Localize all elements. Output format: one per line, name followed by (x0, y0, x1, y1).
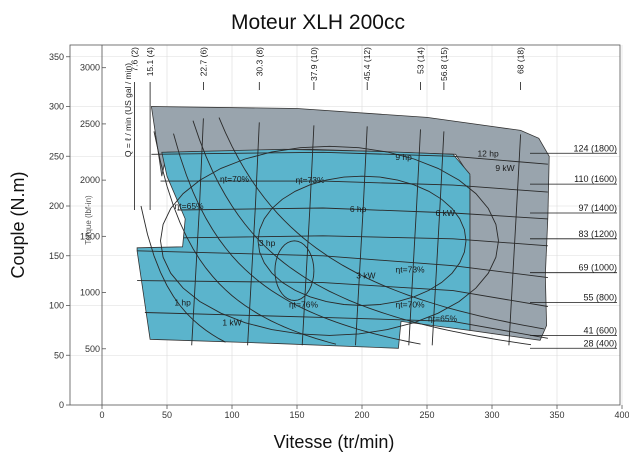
y-tick-label: 300 (49, 102, 64, 112)
y-tick-label: 0 (59, 400, 64, 410)
power-curve (218, 117, 545, 330)
power-label: 9 hp (395, 152, 412, 162)
efficiency-island-70 (160, 145, 499, 336)
inner-torque-ticks: 500 1000 1500 2000 2500 3000 (80, 63, 106, 354)
power-curve (173, 133, 421, 345)
x-axis-title: Vitesse (tr/min) (274, 432, 395, 452)
x-tick-label: 300 (484, 410, 499, 420)
flow-label: 53 (14) (416, 47, 426, 74)
x-tick-label: 100 (224, 410, 239, 420)
power-label: 6 hp (350, 204, 367, 214)
flow-label: 45.4 (12) (362, 47, 372, 81)
pressure-label: 110 (1600) (574, 174, 617, 184)
y-tick-label: 200 (49, 201, 64, 211)
pressure-line (137, 280, 548, 307)
pressure-line (183, 235, 548, 247)
inner-tick-label: 1500 (80, 231, 100, 241)
flow-line (247, 122, 260, 346)
efficiency-label: ηt=73% (396, 265, 426, 275)
flow-line (408, 129, 421, 346)
flow-line (355, 126, 368, 346)
plot-area (69, 44, 623, 406)
efficiency-label: ηt=65% (428, 313, 458, 323)
chart-title: Moteur XLH 200cc (231, 11, 405, 34)
power-label: 6 kW (436, 208, 455, 218)
x-tick-label: 200 (354, 410, 369, 420)
flow-label: 22.7 (6) (198, 47, 208, 76)
inner-tick-label: 3000 (80, 63, 100, 73)
flow-line (431, 131, 445, 346)
flow-line (508, 134, 522, 346)
power-label: 3 hp (259, 238, 276, 248)
efficiency-label: ηt=70% (396, 299, 426, 309)
inner-tick-label: 2500 (80, 119, 100, 129)
y-tick-label: 50 (54, 350, 64, 360)
y-tick-label: 250 (49, 151, 64, 161)
pressure-labels: 124 (1800) 110 (1600) 97 (1400) 83 (1200) 69… (530, 143, 617, 349)
plot-frame (69, 44, 621, 406)
pressure-label: 28 (400) (583, 338, 617, 348)
efficiency-label: ηt=65% (175, 201, 205, 211)
power-labels: 1 hp 1 kW 3 hp 3 kW 6 hp 6 kW 9 hp 9 kW 12 hp (174, 148, 514, 327)
x-axis-ticks: 0 50 100 150 200 250 300 350 400 (99, 405, 629, 420)
x-tick-label: 150 (289, 410, 304, 420)
flow-label: 56.8 (15) (439, 47, 449, 81)
flow-label: 30.3 (8) (254, 47, 264, 76)
pressure-line (144, 312, 548, 339)
inner-tick-label: 2000 (80, 175, 100, 185)
x-tick-label: 0 (99, 410, 104, 420)
continuous-region-outline (136, 148, 471, 349)
pressure-label: 97 (1400) (578, 203, 617, 213)
flow-label: 37.9 (10) (309, 47, 319, 81)
inner-tick-label: 1000 (80, 288, 100, 298)
pressure-line (160, 180, 548, 193)
efficiency-label: ηt=73% (295, 175, 325, 185)
power-label: 1 kW (222, 317, 241, 327)
x-tick-label: 250 (419, 410, 434, 420)
pressure-label: 69 (1000) (578, 263, 617, 273)
pressure-label: 55 (800) (583, 293, 617, 303)
x-tick-label: 350 (549, 410, 564, 420)
flow-line (301, 125, 315, 346)
power-curve (153, 131, 337, 345)
flow-labels: 7.6 (2) 15.1 (4) 22.7 (6) 30.3 (8) 37.9 (10)… (130, 47, 526, 210)
flow-axis-title: Q = ℓ / min (US gal / min) (123, 63, 133, 157)
pressure-line (151, 151, 548, 165)
continuous-operating-region (137, 149, 470, 349)
inner-tick-label: 500 (85, 344, 100, 354)
pressure-label: 83 (1200) (578, 229, 617, 239)
efficiency-island-76 (274, 240, 315, 301)
power-label: 12 hp (477, 148, 499, 158)
flow-label: 15.1 (4) (145, 47, 155, 76)
x-tick-label: 400 (614, 410, 629, 420)
efficiency-label: ηt=70% (220, 174, 250, 184)
x-tick-label: 50 (162, 410, 172, 420)
pressure-line (177, 207, 548, 220)
power-label: 3 kW (356, 271, 375, 281)
flow-line (191, 118, 204, 346)
pressure-label: 41 (600) (583, 325, 617, 335)
flow-label: 7.6 (2) (130, 47, 140, 72)
performance-curves (136, 117, 548, 349)
inner-torque-axis-title: Torque (lbf-in) (84, 195, 93, 245)
pressure-label: 124 (1800) (573, 143, 617, 153)
power-label: 1 hp (174, 298, 191, 308)
y-tick-label: 150 (49, 251, 64, 261)
power-curve (140, 205, 226, 343)
efficiency-labels: ηt=70% ηt=73%ηt=65%ηt=73%ηt=76% ηt=70%ηt=6… (175, 174, 458, 323)
y-tick-label: 100 (49, 301, 64, 311)
y-axis-title: Couple (N.m) (8, 171, 28, 278)
power-label: 9 kW (495, 163, 514, 173)
y-tick-label: 350 (49, 52, 64, 62)
efficiency-label: ηt=76% (289, 299, 319, 309)
efficiency-island-73 (257, 175, 467, 306)
y-axis-ticks: 0 50 100 150 200 250 300 350 (49, 52, 70, 410)
flow-label: 68 (18) (516, 47, 526, 74)
